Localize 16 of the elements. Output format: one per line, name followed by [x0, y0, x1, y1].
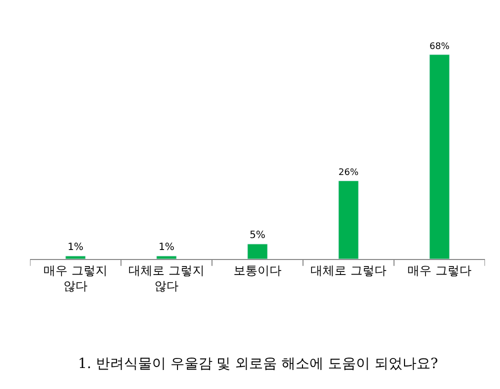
- data-label: 5%: [250, 230, 266, 241]
- data-label: 68%: [429, 42, 450, 52]
- bar: [65, 256, 86, 259]
- x-tick-label: 매우 그렇다: [408, 263, 472, 278]
- bar: [429, 54, 450, 259]
- data-label: 1%: [158, 242, 174, 253]
- text: 1. 반려식물이 우울감 및 외로움 해소에 도움이 되었나요?: [78, 356, 438, 372]
- data-label: 1%: [68, 242, 84, 253]
- x-tick-label: 대체로 그렇다: [310, 263, 386, 278]
- x-tick-label: 대체로 그렇지 않다: [128, 263, 204, 293]
- bar: [156, 256, 177, 259]
- x-tick-label: 보통이다: [234, 263, 282, 278]
- x-tick-label: 매우 그렇지 않다: [44, 263, 108, 293]
- bar: [338, 180, 359, 259]
- bar: [247, 244, 268, 259]
- data-label: 26%: [338, 168, 359, 178]
